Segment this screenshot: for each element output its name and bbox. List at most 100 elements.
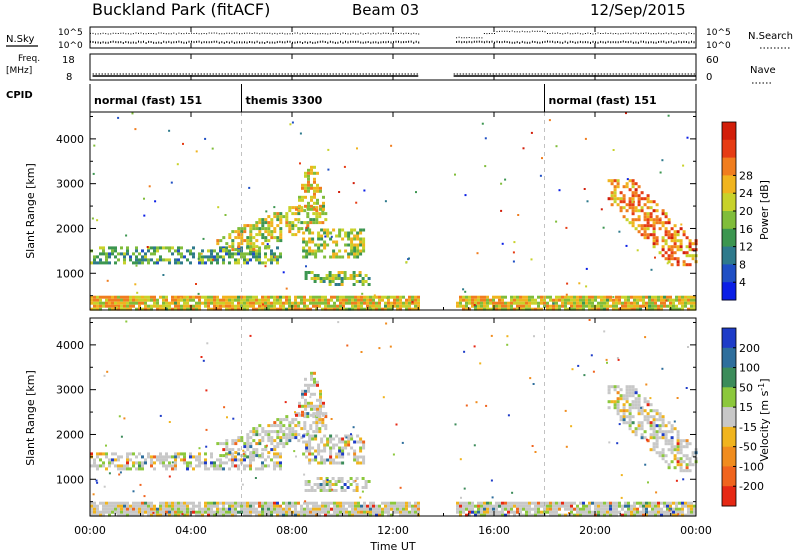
data-cell (240, 230, 244, 234)
data-cell (308, 434, 312, 438)
data-cell (249, 252, 252, 256)
data-cell (607, 179, 611, 183)
data-cell (618, 510, 621, 514)
data-cell (603, 510, 606, 514)
data-cell (171, 507, 174, 511)
data-cell (186, 307, 189, 311)
data-cell (636, 513, 639, 517)
data-cell (378, 504, 381, 508)
data-cell (628, 203, 632, 207)
data-cell (552, 507, 555, 511)
data-cell (240, 301, 243, 305)
data-cell (329, 455, 333, 459)
data-cell (180, 261, 183, 265)
data-cell (381, 510, 384, 514)
data-cell (255, 513, 258, 517)
noise-cell (123, 417, 126, 420)
data-cell (615, 304, 618, 308)
data-cell (676, 248, 680, 252)
noise-cell (586, 200, 589, 203)
data-cell (323, 449, 327, 453)
data-cell (132, 501, 135, 505)
data-cell (625, 394, 629, 398)
colorbar-tick-label: 15 (739, 401, 753, 414)
data-cell (351, 298, 354, 302)
noise-cell (491, 496, 494, 499)
data-cell (341, 452, 345, 456)
noise-cell (655, 491, 658, 494)
data-cell (171, 301, 174, 305)
data-cell (329, 440, 333, 444)
data-cell (183, 452, 186, 456)
noise-cell (644, 336, 647, 339)
data-cell (588, 307, 591, 311)
nave-tick-bottom: 0 (706, 72, 712, 83)
data-cell (691, 254, 695, 258)
data-cell (519, 298, 522, 302)
data-cell (138, 464, 141, 468)
noise-cell (566, 282, 569, 285)
noise-cell (303, 473, 306, 476)
noise-cell (603, 330, 606, 333)
data-cell (120, 307, 123, 311)
data-cell (609, 298, 612, 302)
data-cell (657, 510, 660, 514)
data-cell (684, 513, 687, 517)
data-cell (504, 295, 507, 299)
data-cell (393, 501, 396, 505)
data-cell (303, 412, 307, 416)
data-cell (297, 433, 301, 437)
data-cell (510, 501, 513, 505)
data-cell (323, 240, 327, 244)
data-cell (297, 412, 301, 416)
data-cell (141, 461, 144, 465)
data-cell (304, 277, 308, 280)
data-cell (300, 507, 303, 511)
data-cell (651, 513, 654, 517)
noise-cell (500, 209, 503, 212)
data-cell (338, 452, 342, 456)
data-cell (304, 407, 307, 411)
data-cell (359, 228, 363, 232)
data-cell (637, 427, 641, 431)
data-cell (655, 209, 659, 213)
data-cell (324, 307, 327, 311)
data-cell (222, 461, 225, 465)
data-cell (646, 200, 650, 204)
data-cell (375, 307, 378, 311)
data-cell (522, 504, 525, 508)
data-cell (622, 403, 626, 407)
noise-cell (612, 296, 615, 298)
data-cell (255, 295, 258, 299)
noise-cell (513, 241, 516, 244)
data-cell (311, 458, 315, 462)
data-cell (294, 298, 297, 302)
data-cell (486, 507, 489, 511)
data-cell (105, 501, 108, 505)
data-cell (519, 510, 522, 514)
noise-cell (135, 264, 138, 267)
data-cell (360, 507, 363, 511)
noise-cell (217, 206, 220, 209)
data-cell (336, 510, 339, 514)
data-cell (387, 307, 390, 311)
data-cell (135, 507, 138, 511)
data-cell (679, 445, 683, 449)
data-cell (222, 248, 226, 252)
data-cell (177, 295, 180, 299)
data-cell (522, 507, 525, 511)
data-cell (311, 452, 315, 456)
data-cell (564, 295, 567, 299)
data-cell (603, 301, 606, 305)
noise-cell (506, 335, 509, 338)
data-cell (474, 307, 477, 311)
data-cell (310, 392, 313, 396)
noise-cell (565, 293, 568, 296)
data-cell (159, 452, 162, 456)
data-cell (625, 400, 629, 404)
data-cell (462, 507, 465, 511)
data-cell (316, 277, 320, 280)
data-cell (619, 191, 623, 195)
data-cell (228, 252, 231, 256)
colorbar-swatch (722, 264, 736, 283)
